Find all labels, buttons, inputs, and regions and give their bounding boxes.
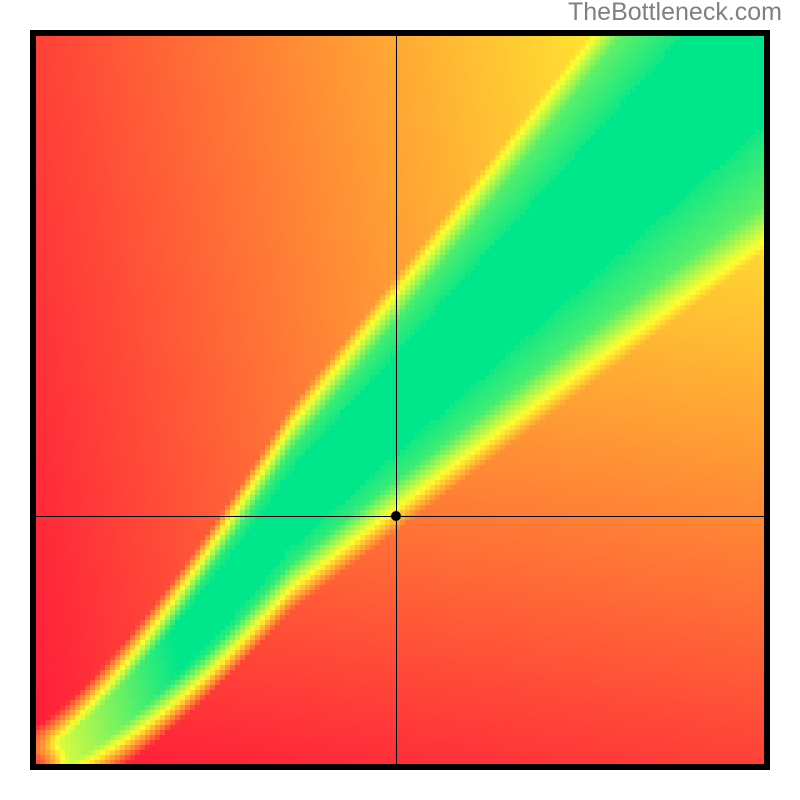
watermark-text: TheBottleneck.com: [568, 0, 782, 25]
chart-container: TheBottleneck.com: [0, 0, 800, 800]
bottleneck-heatmap: [30, 30, 770, 770]
crosshair-marker: [391, 511, 401, 521]
crosshair-vertical: [396, 36, 397, 764]
